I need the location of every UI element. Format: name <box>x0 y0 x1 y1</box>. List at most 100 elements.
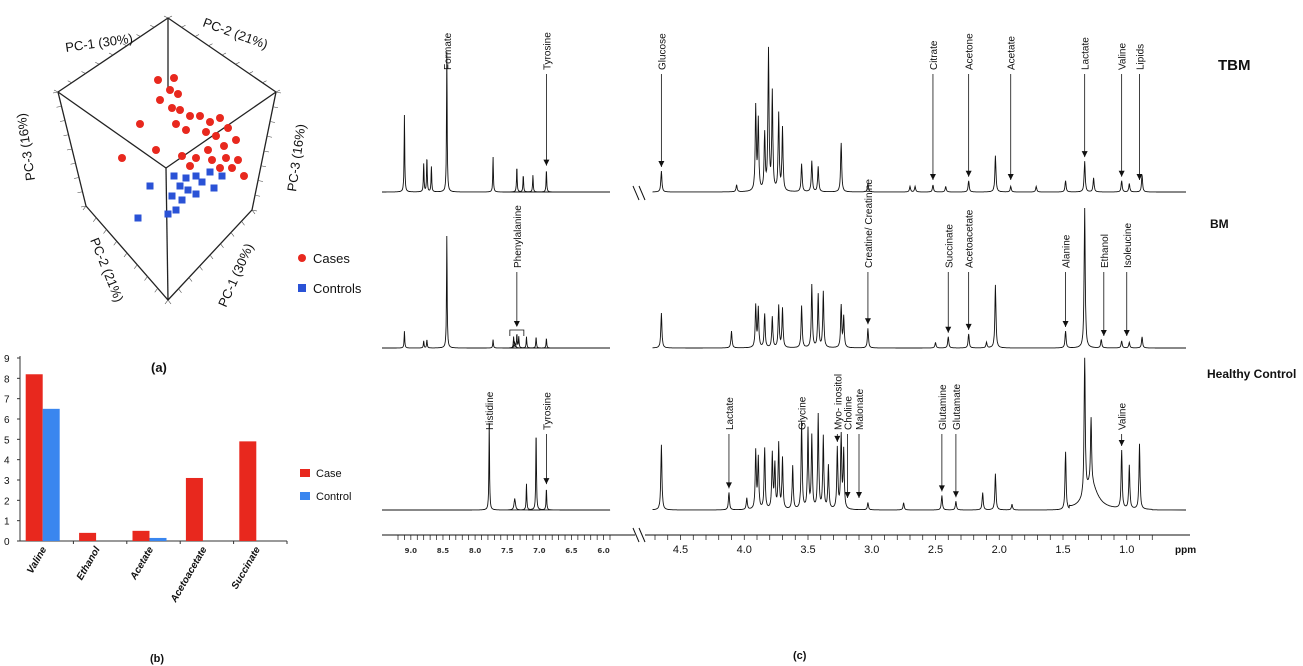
tick-pc3-left-2 <box>59 120 66 122</box>
case-point-24 <box>222 154 230 162</box>
case-point-25 <box>234 156 242 164</box>
arrow-head-0-5 <box>1007 174 1014 180</box>
bar-ethanol-case <box>79 532 97 541</box>
case-point-15 <box>224 124 232 132</box>
tick-pc3-right-4 <box>263 150 270 153</box>
bar-acetate-case <box>132 530 150 541</box>
case-point-0 <box>154 76 162 84</box>
ppm-tick-4.5: 4.5 <box>673 544 688 556</box>
tick-pc2-top-0 <box>167 15 173 19</box>
annotation-acetone: Acetone <box>965 33 976 70</box>
arrow-head-0-8 <box>1136 174 1143 180</box>
control-point-11 <box>178 196 186 204</box>
control-point-12 <box>172 206 180 214</box>
spectrum-healthy-control-left <box>382 422 611 511</box>
arrow-head-2-6 <box>856 492 862 498</box>
case-point-23 <box>208 156 216 164</box>
bar-ytick-3: 3 <box>4 476 10 487</box>
ppm-tick-7.5: 7.5 <box>501 547 514 555</box>
tick-pc1-bottom-2 <box>230 232 235 237</box>
tick-pc1-top-2 <box>81 71 86 74</box>
bar-category-succinate: Succinate <box>230 545 263 592</box>
axis-break <box>632 527 646 543</box>
axis-label-top-right: PC-2 (21%) <box>201 15 270 52</box>
control-point-2 <box>182 174 190 182</box>
arrow-head-1-6 <box>1123 330 1130 336</box>
bar-category-acetoacetate: Acetoacetate <box>168 545 209 606</box>
tick-pc3-right-8 <box>251 209 258 212</box>
control-point-1 <box>170 172 178 180</box>
ppm-tick-3.5: 3.5 <box>800 544 815 556</box>
pca-3d-plot: PC-1 (30%) PC-2 (21%) PC-3 (16%) PC-3 (1… <box>14 15 362 375</box>
annotation-glycine: Glycine <box>798 396 809 430</box>
arrow-head-0-4 <box>965 170 972 177</box>
tick-pc2-bottom-8 <box>164 299 169 305</box>
annotation-glutamate: Glutamate <box>952 383 963 430</box>
tick-pc1-bottom-3 <box>220 243 224 248</box>
spectrum-bm-right <box>652 207 1186 349</box>
legend-cases-marker <box>298 254 306 262</box>
tick-pc3-right-6 <box>257 180 264 182</box>
annotation-myo-inositol: Myo- inositol <box>833 374 844 430</box>
case-point-6 <box>176 106 184 114</box>
case-point-26 <box>186 162 194 170</box>
bar-acetoacetate-case <box>185 477 203 541</box>
arrow-head-1-5 <box>1100 330 1107 336</box>
tick-pc1-bottom-7 <box>178 288 182 293</box>
ppm-unit-label: ppm <box>1175 545 1196 556</box>
tick-pc2-bottom-1 <box>93 217 97 222</box>
tick-pc3-left-0 <box>52 91 59 94</box>
bar-category-acetate: Acetate <box>128 545 156 583</box>
ppm-tick-6.0: 6.0 <box>597 547 610 555</box>
bar-category-ethanol: Ethanol <box>75 545 103 582</box>
annotation-ethanol: Ethanol <box>1100 234 1111 268</box>
case-point-27 <box>216 164 224 172</box>
case-point-9 <box>172 120 180 128</box>
annotation-valine: Valine <box>1118 403 1129 430</box>
annotation-lactate: Lactate <box>725 397 736 430</box>
case-point-28 <box>228 164 236 172</box>
arrow-head-1-0 <box>513 321 520 327</box>
tick-pc3-left-4 <box>66 148 73 151</box>
axis-label-right: PC-3 (16%) <box>284 123 308 192</box>
tick-pc3-left-7 <box>77 191 83 194</box>
tick-pc1-top-8 <box>163 15 169 19</box>
control-point-8 <box>184 186 192 194</box>
tick-pc1-bottom-1 <box>241 221 245 226</box>
control-point-15 <box>210 184 218 192</box>
ppm-tick-8.0: 8.0 <box>469 547 482 555</box>
control-point-7 <box>176 182 184 190</box>
spectrum-bm-left <box>382 235 610 349</box>
spectrum-name-tbm: TBM <box>1218 57 1251 74</box>
control-point-6 <box>218 172 226 180</box>
annotation-creatine-creatinine: Creatine/ Creatinine <box>864 179 875 268</box>
arrow-head-2-4 <box>834 435 841 442</box>
arrow-head-0-6 <box>1081 151 1088 158</box>
tick-pc2-bottom-0 <box>82 205 87 211</box>
tick-pc1-top-1 <box>67 80 72 84</box>
bar-legend: Case Control <box>300 468 351 503</box>
axis-break-top <box>632 185 646 201</box>
ppm-tick-4.0: 4.0 <box>737 544 752 556</box>
annotation-tyrosine: Tyrosine <box>542 32 553 70</box>
annotation-malonate: Malonate <box>855 388 866 430</box>
arrow-head-2-2 <box>725 482 732 489</box>
bar-category-valine: Valine <box>25 545 49 576</box>
nmr-spectra: Formate Tyrosine Glucose Citrate Acetone Acet… <box>382 32 1296 662</box>
bar-ytick-6: 6 <box>4 415 10 426</box>
tick-pc1-bottom-4 <box>209 254 214 260</box>
control-point-3 <box>192 172 200 180</box>
tick-pc2-bottom-3 <box>113 241 117 246</box>
axis-label-left: PC-3 (16%) <box>14 112 38 181</box>
spectra-names: TBM BM Healthy Control <box>1207 57 1296 381</box>
spectrum-healthy-control-right <box>652 357 1187 511</box>
case-point-13 <box>202 128 210 136</box>
axis-label-top-left: PC-1 (30%) <box>64 31 133 55</box>
control-point-5 <box>206 168 214 176</box>
bar-ytick-2: 2 <box>4 496 10 507</box>
ppm-tick-3.0: 3.0 <box>864 544 879 556</box>
annotation-acetate: Acetate <box>1007 36 1018 70</box>
spectrum-name-bm: BM <box>1210 217 1229 231</box>
legend-controls-marker <box>298 284 306 292</box>
